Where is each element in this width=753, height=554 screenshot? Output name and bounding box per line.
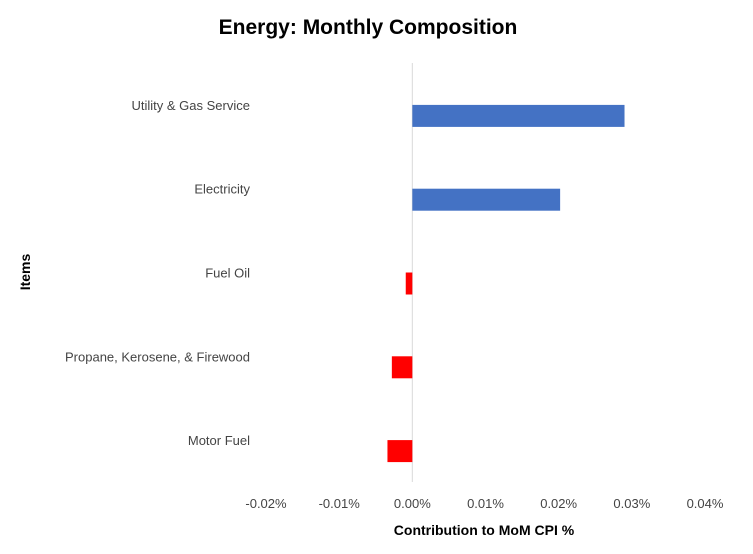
bar-utility-gas-service — [412, 104, 625, 127]
x-tick-label: 0.04% — [687, 496, 724, 511]
x-axis-title: Contribution to MoM CPI % — [394, 522, 575, 538]
x-tick-label: 0.02% — [540, 496, 577, 511]
x-tick-labels: -0.02% -0.01% 0.00% 0.01% 0.02% 0.03% 0.04% — [245, 496, 723, 511]
bar-motor-fuel — [387, 440, 413, 463]
x-tick-label: -0.01% — [319, 496, 361, 511]
category-label-electricity: Electricity — [194, 182, 250, 197]
bar-fuel-oil — [405, 272, 413, 295]
x-tick-label: 0.01% — [467, 496, 504, 511]
y-axis-title: Items — [17, 254, 33, 291]
category-label-motor-fuel: Motor Fuel — [188, 433, 250, 448]
category-labels: Utility & Gas Service Electricity Fuel Oil… — [65, 98, 250, 448]
x-tick-label: 0.00% — [394, 496, 431, 511]
chart-title: Energy: Monthly Composition — [219, 16, 518, 39]
bar-electricity — [412, 188, 561, 211]
category-label-fuel-oil: Fuel Oil — [205, 266, 250, 281]
x-tick-label: -0.02% — [245, 496, 287, 511]
bar-propane-kerosene-firewood — [391, 356, 413, 379]
bar-group — [387, 104, 625, 463]
category-label-utility-gas-service: Utility & Gas Service — [132, 98, 250, 113]
category-label-propane-kerosene-firewood: Propane, Kerosene, & Firewood — [65, 349, 250, 364]
x-tick-label: 0.03% — [613, 496, 650, 511]
